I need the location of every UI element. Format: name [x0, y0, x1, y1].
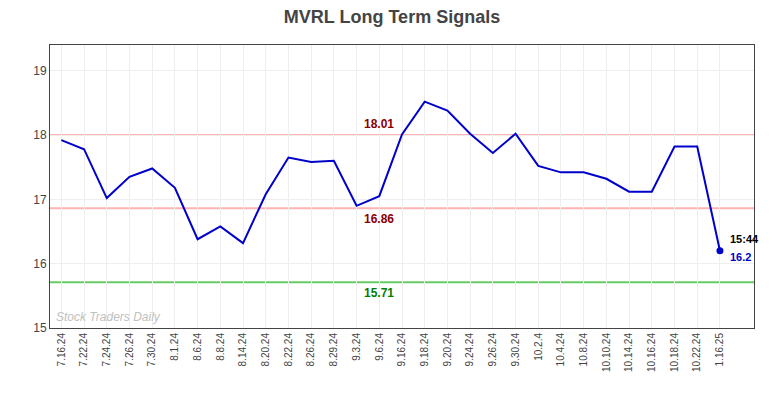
svg-text:8.1.24: 8.1.24 — [169, 333, 180, 361]
svg-text:16.86: 16.86 — [364, 212, 394, 226]
svg-text:7.16.24: 7.16.24 — [56, 333, 67, 367]
svg-text:9.24.24: 9.24.24 — [464, 333, 475, 367]
svg-text:9.26.24: 9.26.24 — [487, 333, 498, 367]
svg-text:10.16.24: 10.16.24 — [646, 333, 657, 372]
svg-text:8.8.24: 8.8.24 — [215, 333, 226, 361]
svg-text:16.2: 16.2 — [730, 251, 751, 263]
svg-text:18: 18 — [33, 128, 47, 142]
svg-text:8.22.24: 8.22.24 — [283, 333, 294, 367]
svg-text:8.20.24: 8.20.24 — [260, 333, 271, 367]
svg-text:19: 19 — [33, 64, 47, 78]
svg-text:1.16.25: 1.16.25 — [714, 333, 725, 367]
svg-text:15:44: 15:44 — [730, 233, 759, 245]
svg-text:8.29.24: 8.29.24 — [328, 333, 339, 367]
svg-text:Stock Traders Daily: Stock Traders Daily — [56, 310, 161, 324]
svg-text:10.10.24: 10.10.24 — [601, 333, 612, 372]
svg-text:9.6.24: 9.6.24 — [374, 333, 385, 361]
svg-text:7.22.24: 7.22.24 — [78, 333, 89, 367]
svg-text:8.14.24: 8.14.24 — [237, 333, 248, 367]
svg-text:16: 16 — [33, 257, 47, 271]
svg-text:15.71: 15.71 — [364, 286, 394, 300]
svg-text:7.24.24: 7.24.24 — [101, 333, 112, 367]
svg-text:10.8.24: 10.8.24 — [578, 333, 589, 367]
svg-text:10.18.24: 10.18.24 — [669, 333, 680, 372]
svg-text:7.26.24: 7.26.24 — [124, 333, 135, 367]
svg-text:10.2.4: 10.2.4 — [533, 333, 544, 361]
svg-text:17: 17 — [33, 193, 47, 207]
svg-text:10.4.24: 10.4.24 — [555, 333, 566, 367]
svg-text:MVRL Long Term Signals: MVRL Long Term Signals — [284, 7, 500, 27]
svg-text:9.20.24: 9.20.24 — [442, 333, 453, 367]
svg-text:9.16.24: 9.16.24 — [396, 333, 407, 367]
svg-text:10.14.24: 10.14.24 — [623, 333, 634, 372]
svg-text:18.01: 18.01 — [364, 117, 394, 131]
svg-text:9.18.24: 9.18.24 — [419, 333, 430, 367]
svg-text:7.30.24: 7.30.24 — [146, 333, 157, 367]
svg-text:8.6.24: 8.6.24 — [192, 333, 203, 361]
svg-text:9.3.24: 9.3.24 — [351, 333, 362, 361]
svg-text:10.22.24: 10.22.24 — [691, 333, 702, 372]
svg-text:8.26.24: 8.26.24 — [305, 333, 316, 367]
svg-text:15: 15 — [33, 321, 47, 335]
svg-text:9.30.24: 9.30.24 — [510, 333, 521, 367]
